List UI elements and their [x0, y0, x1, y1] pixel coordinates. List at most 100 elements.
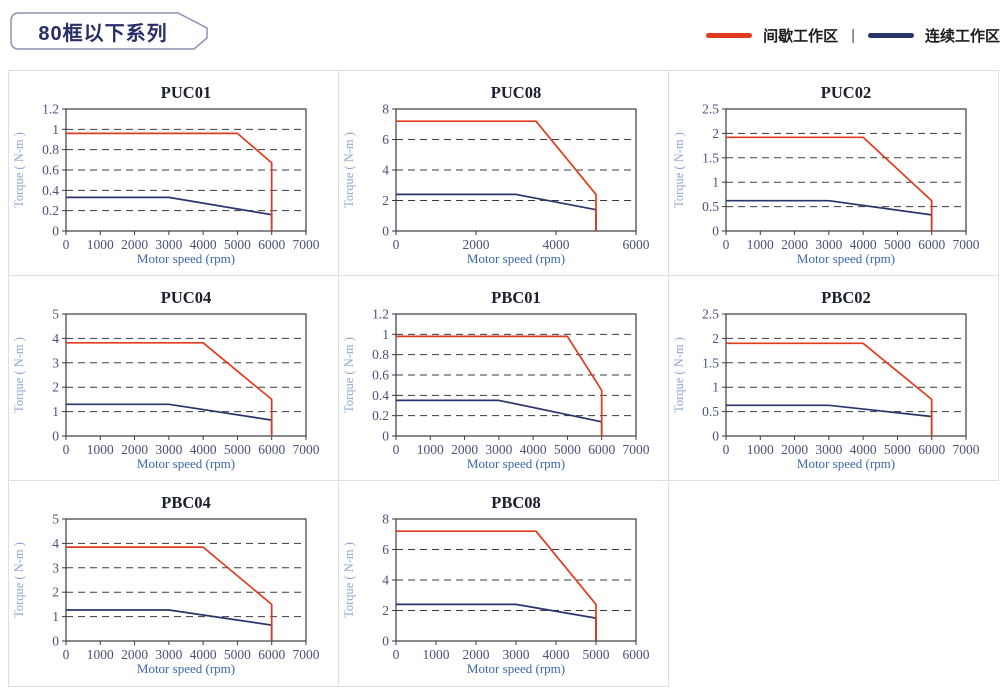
- svg-text:6000: 6000: [918, 442, 945, 457]
- svg-text:0.8: 0.8: [42, 142, 59, 157]
- svg-text:Torque ( N-m ): Torque ( N-m ): [12, 542, 26, 618]
- legend-continuous-label: 连续工作区: [924, 27, 1000, 45]
- svg-text:Torque ( N-m ): Torque ( N-m ): [12, 337, 26, 413]
- svg-text:4: 4: [52, 331, 59, 346]
- svg-text:0: 0: [393, 442, 400, 457]
- svg-text:1: 1: [712, 175, 719, 190]
- svg-text:0: 0: [712, 224, 719, 239]
- chart-cell-pbc01: PBC01 0 0.2 0.4 0.6 0.8 1 1.2 0 1000 2000 3000 4000 5…: [338, 275, 668, 480]
- svg-text:PUC02: PUC02: [821, 83, 871, 102]
- svg-text:2000: 2000: [121, 237, 148, 252]
- svg-text:3000: 3000: [815, 237, 842, 252]
- svg-text:Motor speed (rpm): Motor speed (rpm): [137, 251, 235, 266]
- series-badge-title: 80框以下系列: [38, 22, 168, 45]
- svg-text:5000: 5000: [554, 442, 581, 457]
- chart-svg-pbc04: PBC04 0 1 2 3 4 5 0 1000 2000 3000 4000 5000 6000 7000…: [12, 493, 320, 676]
- svg-text:3000: 3000: [155, 647, 182, 662]
- svg-text:4000: 4000: [543, 647, 570, 662]
- chart-svg-pbc08: PBC08 0 2 4 6 8 0 1000 2000 3000 4000 5000 6000 Torqu…: [342, 493, 650, 676]
- empty-cell: [668, 480, 999, 687]
- chart-grid: PUC01 0 0.2 0.4 0.6 0.8 1 1.2 0 1000 2000 3000 4000 5…: [8, 70, 999, 687]
- svg-text:PUC04: PUC04: [161, 288, 211, 307]
- svg-text:4000: 4000: [850, 442, 877, 457]
- svg-text:7000: 7000: [623, 442, 650, 457]
- svg-text:1: 1: [52, 404, 59, 419]
- svg-text:2000: 2000: [781, 442, 808, 457]
- svg-text:0: 0: [63, 237, 70, 252]
- svg-text:1: 1: [382, 327, 389, 342]
- svg-text:1000: 1000: [423, 647, 450, 662]
- chart-svg-puc04: PUC04 0 1 2 3 4 5 0 1000 2000 3000 4000 5000 6000 7000…: [12, 288, 320, 471]
- svg-text:2: 2: [712, 331, 719, 346]
- svg-text:1.2: 1.2: [372, 307, 389, 322]
- svg-text:0: 0: [393, 237, 400, 252]
- chart-cell-pbc08: PBC08 0 2 4 6 8 0 1000 2000 3000 4000 5000 6000 Torqu…: [338, 480, 668, 687]
- svg-text:8: 8: [382, 102, 389, 117]
- svg-text:4000: 4000: [850, 237, 877, 252]
- svg-text:5000: 5000: [224, 647, 251, 662]
- svg-text:Motor speed (rpm): Motor speed (rpm): [797, 251, 895, 266]
- svg-text:2: 2: [52, 585, 59, 600]
- svg-text:0: 0: [712, 429, 719, 444]
- svg-text:0.6: 0.6: [42, 163, 59, 178]
- svg-text:1: 1: [712, 380, 719, 395]
- legend-intermittent-label: 间歇工作区: [763, 27, 839, 45]
- svg-text:4: 4: [382, 163, 389, 178]
- svg-text:Torque ( N-m ): Torque ( N-m ): [12, 132, 26, 208]
- svg-text:0.5: 0.5: [702, 404, 719, 419]
- svg-text:2000: 2000: [451, 442, 478, 457]
- svg-text:0: 0: [723, 442, 730, 457]
- svg-text:1000: 1000: [87, 237, 114, 252]
- svg-text:6000: 6000: [623, 237, 650, 252]
- svg-text:0: 0: [393, 647, 400, 662]
- svg-text:6000: 6000: [258, 647, 285, 662]
- svg-text:0.6: 0.6: [372, 368, 389, 383]
- svg-text:6: 6: [382, 542, 389, 557]
- svg-text:1000: 1000: [747, 237, 774, 252]
- svg-text:2000: 2000: [463, 237, 490, 252]
- svg-text:1.2: 1.2: [42, 102, 59, 117]
- svg-text:0: 0: [723, 237, 730, 252]
- svg-text:4000: 4000: [190, 442, 217, 457]
- svg-text:4: 4: [382, 573, 389, 588]
- legend-continuous-swatch: [867, 32, 914, 38]
- svg-text:0.2: 0.2: [372, 408, 389, 423]
- svg-text:2: 2: [712, 126, 719, 141]
- chart-cell-puc02: PUC02 0 0.5 1 1.5 2 2.5 0 1000 2000 3000 4000 5000 60…: [668, 70, 999, 275]
- svg-text:0.2: 0.2: [42, 203, 59, 218]
- svg-text:7000: 7000: [293, 237, 320, 252]
- svg-text:1000: 1000: [417, 442, 444, 457]
- svg-text:6000: 6000: [623, 647, 650, 662]
- legend-separator: |: [851, 26, 855, 44]
- svg-text:6000: 6000: [258, 442, 285, 457]
- svg-text:2: 2: [382, 603, 389, 618]
- svg-text:5000: 5000: [583, 647, 610, 662]
- chart-svg-puc01: PUC01 0 0.2 0.4 0.6 0.8 1 1.2 0 1000 2000 3000 4000 5…: [12, 83, 320, 266]
- svg-text:Motor speed (rpm): Motor speed (rpm): [467, 456, 565, 471]
- svg-text:6: 6: [382, 132, 389, 147]
- svg-text:Motor speed (rpm): Motor speed (rpm): [467, 661, 565, 676]
- svg-text:1: 1: [52, 122, 59, 137]
- svg-text:5: 5: [52, 307, 59, 322]
- series-badge: 80框以下系列: [10, 12, 208, 50]
- legend-intermittent-swatch: [706, 32, 753, 38]
- svg-text:Motor speed (rpm): Motor speed (rpm): [137, 456, 235, 471]
- svg-text:0.4: 0.4: [42, 183, 59, 198]
- svg-text:3000: 3000: [155, 442, 182, 457]
- legend: 间歇工作区 | 连续工作区: [706, 24, 1000, 46]
- chart-svg-pbc01: PBC01 0 0.2 0.4 0.6 0.8 1 1.2 0 1000 2000 3000 4000 5…: [342, 288, 650, 471]
- svg-text:Torque ( N-m ): Torque ( N-m ): [342, 337, 356, 413]
- svg-text:0: 0: [382, 429, 389, 444]
- svg-text:Motor speed (rpm): Motor speed (rpm): [467, 251, 565, 266]
- svg-text:3000: 3000: [485, 442, 512, 457]
- svg-text:0: 0: [52, 224, 59, 239]
- svg-text:1.5: 1.5: [702, 150, 719, 165]
- svg-text:4000: 4000: [190, 647, 217, 662]
- svg-text:0.5: 0.5: [702, 199, 719, 214]
- svg-text:5: 5: [52, 512, 59, 527]
- svg-text:7000: 7000: [953, 237, 980, 252]
- svg-text:2.5: 2.5: [702, 102, 719, 117]
- svg-text:PBC01: PBC01: [491, 288, 541, 307]
- svg-text:5000: 5000: [224, 442, 251, 457]
